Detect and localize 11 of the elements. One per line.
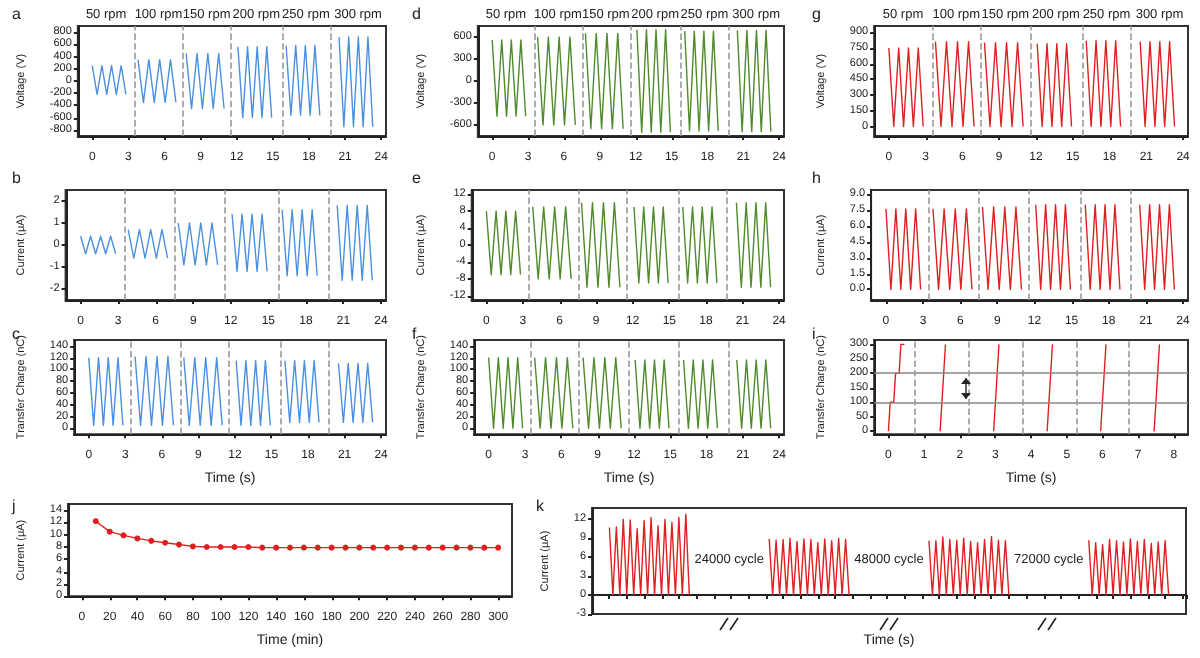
chart-title: f [412, 325, 418, 343]
chart-title: k [536, 497, 546, 515]
chart-title: a [12, 5, 22, 23]
chart-title: d [412, 5, 421, 23]
chart-title: g [812, 5, 821, 23]
chart-title: b [12, 169, 22, 187]
chart-title: j [10, 497, 16, 515]
chart-title: i [812, 325, 816, 343]
chart-title: h [812, 169, 821, 187]
chart-title: e [412, 169, 422, 187]
chart-title: c [12, 325, 20, 343]
